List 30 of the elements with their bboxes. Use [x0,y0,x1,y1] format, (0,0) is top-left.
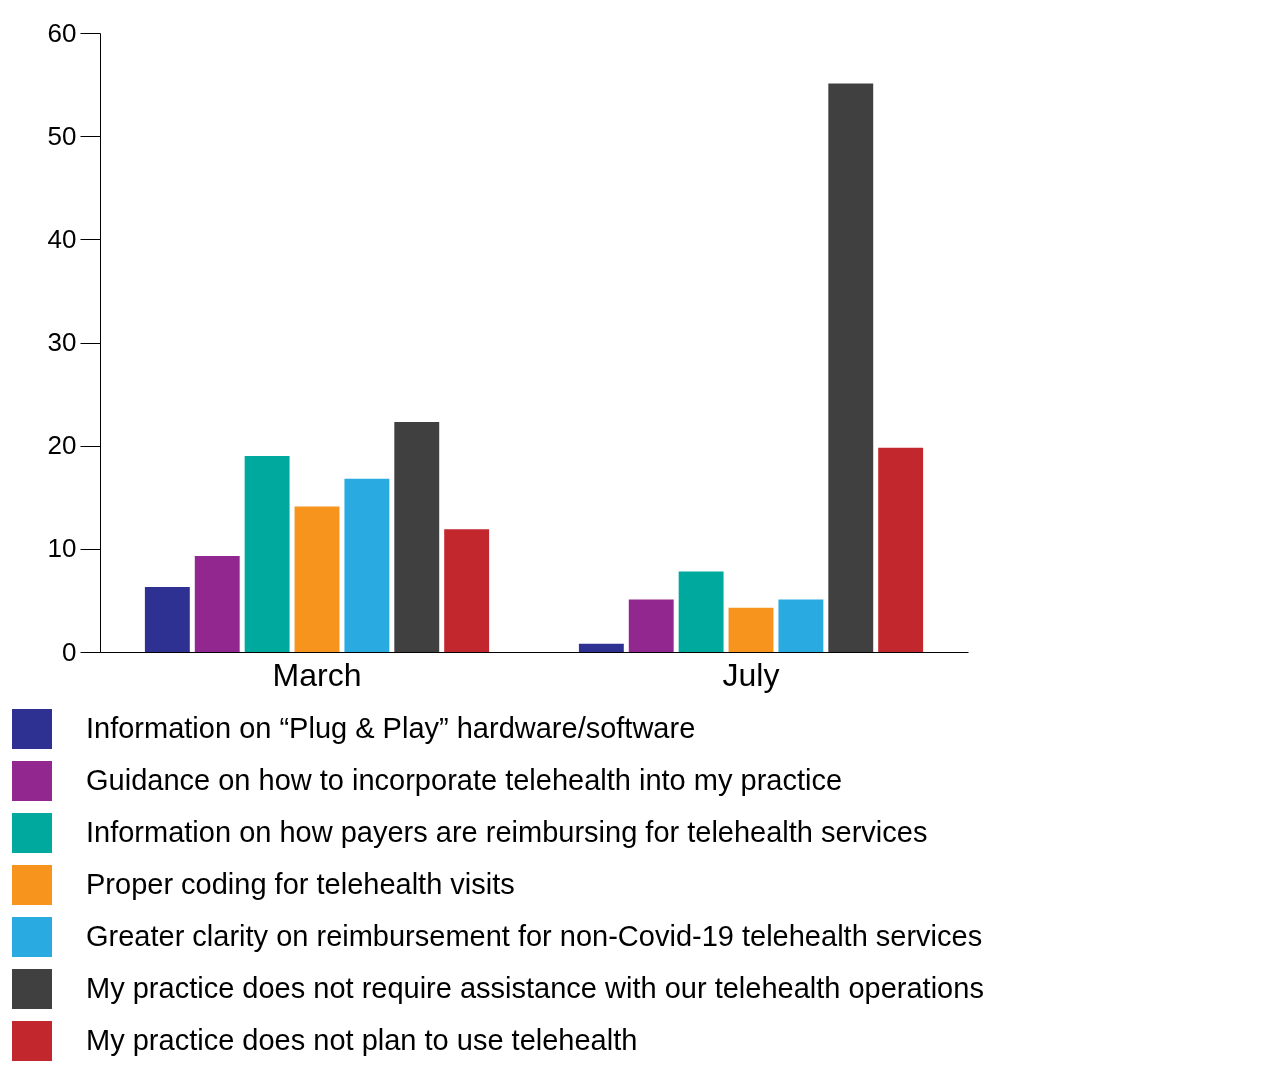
legend-label: Information on how payers are reimbursing for telehealth services [86,816,928,848]
bar [344,478,390,652]
bar [144,587,190,652]
y-tick-label: 30 [47,327,77,357]
bar [244,455,290,652]
y-tick-label: 10 [47,533,77,564]
x-tick-label: July [722,656,780,693]
bar [294,506,340,652]
bar [878,447,924,652]
bar [444,529,490,652]
bar [628,599,674,652]
bar [678,571,724,652]
bar [828,83,874,652]
legend-label: Information on “Plug & Play” hardware/software [86,712,696,744]
y-tick-label: 60 [47,17,77,48]
legend-label: Proper coding for telehealth visits [86,868,515,900]
x-tick-label: March [272,656,362,693]
legend-label: My practice does not plan to use telehealth [86,1024,638,1056]
bar [394,421,440,652]
legend-label: Guidance on how to incorporate telehealth into my practice [86,764,843,796]
bar [578,643,624,652]
bar [194,556,240,652]
y-tick-label: 0 [62,636,77,667]
bar [778,599,824,652]
y-tick-label: 20 [47,430,77,461]
y-tick-label: 40 [47,223,77,254]
legend-label: Greater clarity on reimbursement for non-Covid-19 telehealth services [86,920,983,952]
legend-label: My practice does not require assistance with our telehealth operations [86,972,984,1004]
y-tick-label: 50 [47,120,77,151]
bar [728,607,774,652]
